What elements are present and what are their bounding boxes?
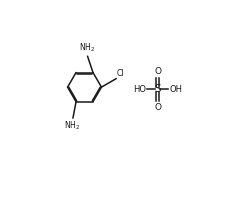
Text: OH: OH — [169, 85, 182, 94]
Text: Cl: Cl — [117, 69, 124, 78]
Text: S: S — [154, 84, 161, 94]
Text: O: O — [154, 67, 161, 76]
Text: NH$_2$: NH$_2$ — [79, 42, 95, 54]
Text: HO: HO — [133, 85, 146, 94]
Text: O: O — [154, 103, 161, 112]
Text: NH$_2$: NH$_2$ — [64, 120, 80, 132]
